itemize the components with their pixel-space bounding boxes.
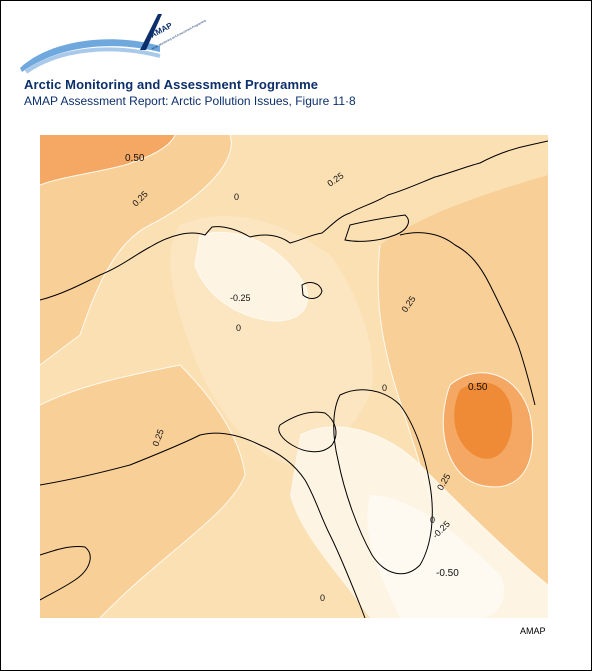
figure-caption: AMAP Assessment Report: Arctic Pollution… xyxy=(24,94,356,108)
map-canvas: 0.50 0.25 0.25 0 -0.25 0 0.25 0 0.25 0.5… xyxy=(40,135,548,618)
contour-line-1 xyxy=(40,135,176,186)
contour-line-6 xyxy=(442,372,534,488)
page-title: Arctic Monitoring and Assessment Program… xyxy=(24,77,319,92)
coastline-svalbard xyxy=(301,282,323,299)
contour-line-4 xyxy=(40,364,246,618)
map-credit: AMAP xyxy=(520,626,546,636)
contour-band-neg050-southeast xyxy=(367,495,504,618)
coastline-greenland xyxy=(333,389,433,575)
coastline-north-america xyxy=(40,432,366,618)
logo-arc-icon xyxy=(20,39,160,72)
contour-label: -0.25 xyxy=(230,293,251,303)
coastline-alaska xyxy=(40,546,91,601)
coastline-novaya-zemlya xyxy=(344,214,409,242)
contour-band-pos-northwest xyxy=(40,135,232,365)
contour-line-3 xyxy=(377,244,481,618)
contour-label: 0 xyxy=(430,515,435,525)
amap-logo: AMAP Arctic Monitoring and Assessment Pr… xyxy=(20,14,207,74)
contour-label: 0.50 xyxy=(125,153,145,164)
contour-line-2 xyxy=(40,135,232,366)
contour-band-050-northwest xyxy=(40,135,175,185)
coastline-scandinavia xyxy=(399,232,536,406)
coastline-eurasia xyxy=(40,140,548,301)
contour-line-5 xyxy=(194,231,309,322)
contour-lines xyxy=(40,135,548,618)
contour-band-max-east xyxy=(454,382,513,459)
logo-needle-icon xyxy=(140,14,162,50)
contour-line-7 xyxy=(299,426,548,586)
contour-label: 0 xyxy=(234,192,239,202)
coastline-arctic-archipelago xyxy=(278,411,337,453)
contour-band-neg-north xyxy=(195,232,308,321)
coastlines xyxy=(40,140,548,618)
contour-label: 0 xyxy=(320,593,325,603)
logo-arc-inner-icon xyxy=(24,47,161,74)
contour-band-pos-southwest xyxy=(40,365,245,618)
contour-label: 0.50 xyxy=(468,382,488,393)
contour-label: 0 xyxy=(236,323,241,333)
arctic-contour-map: 0.50 0.25 0.25 0 -0.25 0 0.25 0 0.25 0.5… xyxy=(40,135,548,618)
contour-label: 0 xyxy=(382,383,387,393)
contour-label: -0.50 xyxy=(436,568,459,579)
